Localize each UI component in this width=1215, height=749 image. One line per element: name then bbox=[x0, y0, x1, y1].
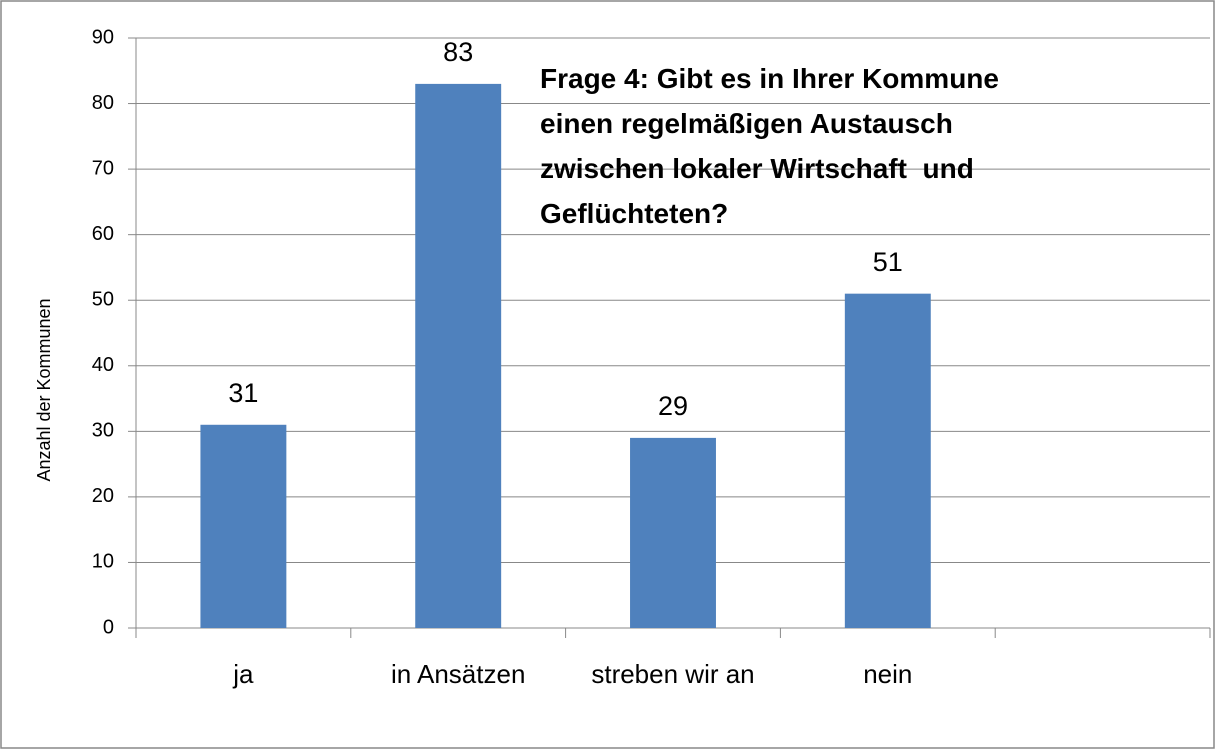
y-tick-label: 50 bbox=[92, 289, 114, 311]
bar bbox=[630, 437, 716, 628]
x-tick-label: ja bbox=[233, 659, 254, 689]
y-tick-label: 0 bbox=[103, 616, 114, 638]
y-tick-label: 30 bbox=[92, 420, 114, 442]
x-tick-label: in Ansätzen bbox=[390, 659, 526, 689]
y-tick-label: 80 bbox=[92, 92, 114, 114]
chart-title: Frage 4: Gibt es in Ihrer Kommune einen … bbox=[540, 63, 999, 229]
bar bbox=[844, 293, 931, 628]
data-label: 83 bbox=[443, 37, 473, 67]
y-tick-label: 20 bbox=[92, 485, 114, 507]
y-tick-label: 60 bbox=[92, 223, 114, 245]
y-tick-label: 90 bbox=[92, 26, 114, 48]
data-label: 31 bbox=[228, 378, 258, 408]
y-tick-label: 10 bbox=[92, 551, 114, 573]
data-label: 29 bbox=[658, 391, 688, 421]
x-tick-label: streben wir an bbox=[591, 659, 755, 689]
x-tick-label: nein bbox=[863, 659, 913, 689]
y-axis-label: Anzahl der Kommunen bbox=[34, 298, 54, 481]
y-tick-label: 70 bbox=[92, 157, 114, 179]
bar bbox=[200, 424, 287, 628]
bar bbox=[415, 83, 502, 628]
data-label: 51 bbox=[873, 247, 903, 277]
y-tick-label: 40 bbox=[92, 354, 114, 376]
